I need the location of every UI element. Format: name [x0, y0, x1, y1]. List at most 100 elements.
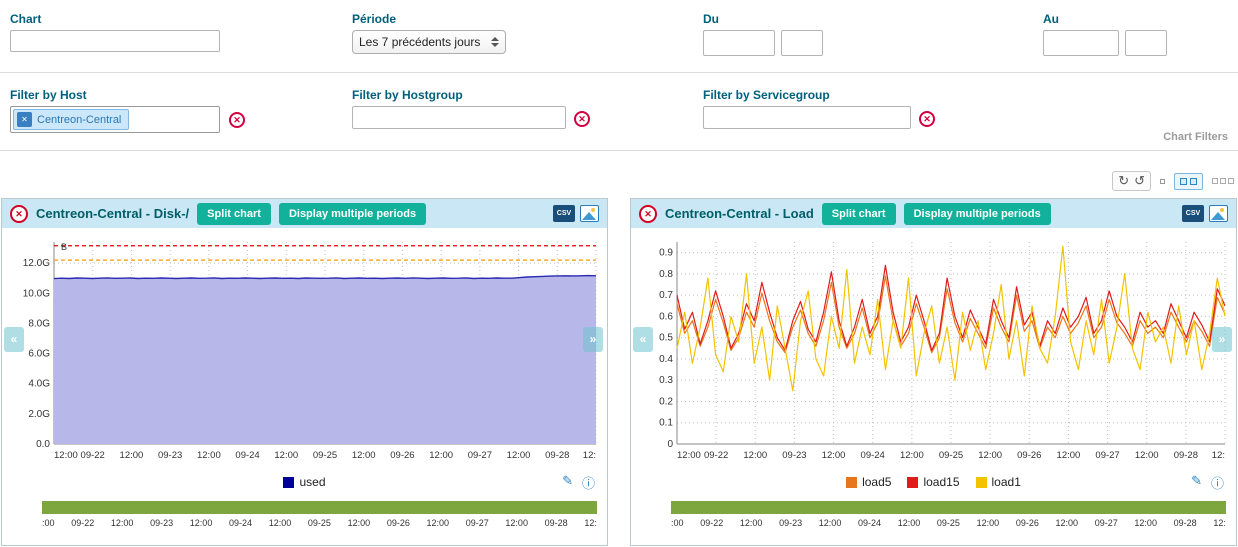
svg-text:12:00: 12:00 — [429, 450, 453, 461]
to-time-input[interactable] — [1125, 30, 1167, 56]
chart-action-icons: ✎ ⓘ — [1191, 473, 1224, 492]
from-date-input[interactable] — [703, 30, 775, 56]
close-panel-icon[interactable]: ✕ — [639, 204, 657, 223]
svg-text:12:00: 12:00 — [822, 450, 846, 461]
edit-chart-icon[interactable]: ✎ — [1191, 473, 1202, 488]
split-chart-button[interactable]: Split chart — [821, 202, 896, 225]
export-image-icon[interactable] — [580, 205, 599, 222]
disk-usage-chart[interactable]: 12:00 09-22 12:00 09-23 12:00 09-24 12:00 09-25… — [8, 232, 602, 466]
svg-text:12:00: 12:00 — [1135, 450, 1159, 461]
svg-text:0.0: 0.0 — [36, 439, 50, 450]
legend-items: used — [2, 472, 607, 492]
timeline-range-selector[interactable] — [42, 501, 597, 514]
svg-text:12:00: 12:00 — [1057, 450, 1081, 461]
svg-text:0: 0 — [667, 439, 673, 450]
rotation-controls: ↻ ↺ — [1112, 171, 1151, 191]
chart-info-icon[interactable]: ⓘ — [1210, 476, 1224, 491]
svg-text:12:: 12: — [583, 450, 596, 461]
legend-item[interactable]: used — [283, 475, 326, 489]
chart-filters-section-label: Chart Filters — [1163, 131, 1228, 143]
display-multiple-periods-button[interactable]: Display multiple periods — [903, 202, 1051, 225]
clear-host-filter-icon[interactable]: ✕ — [229, 112, 245, 128]
legend-item[interactable]: load15 — [907, 475, 960, 489]
filter-divider — [0, 72, 1238, 73]
svg-text:12.0G: 12.0G — [23, 258, 50, 269]
disk-panel-header: ✕ Centreon-Central - Disk-/ Split chart … — [2, 199, 607, 228]
to-date-input[interactable] — [1043, 30, 1119, 56]
svg-text:09-25: 09-25 — [939, 450, 963, 461]
host-chip: ✕ Centreon-Central — [13, 109, 130, 130]
edit-chart-icon[interactable]: ✎ — [562, 473, 573, 488]
svg-text:12:00: 12:00 — [197, 450, 221, 461]
timeline-tick-labels: :00 09-22 12:00 09-23 12:00 09-24 12:00 09-25 12… — [42, 518, 597, 528]
panel-title: Centreon-Central - Disk-/ — [36, 206, 190, 221]
svg-text:0.5: 0.5 — [659, 333, 673, 344]
svg-text:12:00: 12:00 — [978, 450, 1002, 461]
view-three-columns-button[interactable] — [1212, 178, 1234, 184]
view-two-columns-button[interactable] — [1174, 172, 1203, 190]
legend-items: load5 load15 load1 — [631, 472, 1236, 492]
view-one-column-button[interactable] — [1160, 178, 1165, 184]
svg-text:12:00: 12:00 — [352, 450, 376, 461]
svg-text:0.3: 0.3 — [659, 375, 673, 386]
panel-title: Centreon-Central - Load — [665, 206, 814, 221]
clear-servicegroup-filter-icon[interactable]: ✕ — [919, 111, 935, 127]
rotate-cw-icon[interactable]: ↻ — [1118, 173, 1130, 188]
load-panel-header: ✕ Centreon-Central - Load Split chart Di… — [631, 199, 1236, 228]
svg-text:09-28: 09-28 — [1174, 450, 1198, 461]
display-multiple-periods-button[interactable]: Display multiple periods — [278, 202, 427, 225]
period-select-value: Les 7 précédents jours — [359, 35, 481, 49]
svg-text:10.0G: 10.0G — [23, 288, 50, 299]
disk-chart-panel: ✕ Centreon-Central - Disk-/ Split chart … — [1, 198, 608, 546]
scroll-left-button[interactable]: « — [4, 327, 24, 352]
svg-text:09-22: 09-22 — [704, 450, 728, 461]
chart-info-icon[interactable]: ⓘ — [581, 476, 595, 491]
svg-text:12:: 12: — [1212, 450, 1225, 461]
svg-text:09-22: 09-22 — [81, 450, 105, 461]
split-chart-button[interactable]: Split chart — [197, 202, 271, 225]
svg-text:8.0G: 8.0G — [28, 318, 50, 329]
from-time-input[interactable] — [781, 30, 823, 56]
svg-text:12:00: 12:00 — [274, 450, 298, 461]
scroll-right-button[interactable]: » — [1212, 327, 1232, 352]
svg-text:09-24: 09-24 — [861, 450, 885, 461]
svg-text:0.2: 0.2 — [659, 396, 673, 407]
legend-item[interactable]: load5 — [846, 475, 891, 489]
host-chip-label: Centreon-Central — [37, 113, 122, 126]
select-caret-icon — [481, 37, 499, 47]
export-csv-icon[interactable]: CSV — [1182, 205, 1204, 222]
timeline-tick-labels: :00 09-22 12:00 09-23 12:00 09-24 12:00 09-25 12… — [671, 518, 1226, 528]
svg-text:4.0G: 4.0G — [28, 379, 50, 390]
host-filter-input[interactable]: ✕ Centreon-Central — [10, 106, 220, 133]
svg-text:12:00: 12:00 — [677, 450, 701, 461]
chart-filter-label: Chart — [10, 12, 42, 26]
filter-by-hostgroup-label: Filter by Hostgroup — [352, 88, 463, 102]
to-date-label: Au — [1043, 12, 1059, 26]
section-divider — [0, 150, 1238, 151]
chart-search-input[interactable] — [10, 30, 220, 52]
svg-text:12:00: 12:00 — [743, 450, 767, 461]
chip-remove-icon[interactable]: ✕ — [17, 112, 32, 127]
hostgroup-filter-input[interactable] — [352, 106, 566, 129]
clear-hostgroup-filter-icon[interactable]: ✕ — [574, 111, 590, 127]
svg-text:2.0G: 2.0G — [28, 409, 50, 420]
from-date-label: Du — [703, 12, 719, 26]
scroll-left-button[interactable]: « — [633, 327, 653, 352]
servicegroup-filter-input[interactable] — [703, 106, 911, 129]
timeline-range-selector[interactable] — [671, 501, 1226, 514]
svg-text:6.0G: 6.0G — [28, 349, 50, 360]
svg-text:0.1: 0.1 — [659, 418, 673, 429]
export-csv-icon[interactable]: CSV — [553, 205, 575, 222]
chart-action-icons: ✎ ⓘ — [562, 473, 595, 492]
svg-text:09-25: 09-25 — [313, 450, 337, 461]
scroll-right-button[interactable]: » — [583, 327, 603, 352]
export-image-icon[interactable] — [1209, 205, 1228, 222]
disk-chart-legend-row: used ✎ ⓘ — [2, 472, 607, 492]
load-average-chart[interactable]: 12:00 09-22 12:00 09-23 12:00 09-24 12:00 09-25… — [637, 232, 1231, 466]
svg-text:09-24: 09-24 — [235, 450, 259, 461]
close-panel-icon[interactable]: ✕ — [10, 204, 28, 223]
period-select[interactable]: Les 7 précédents jours — [352, 30, 506, 54]
rotate-ccw-icon[interactable]: ↺ — [1134, 173, 1145, 188]
legend-item[interactable]: load1 — [975, 475, 1021, 489]
